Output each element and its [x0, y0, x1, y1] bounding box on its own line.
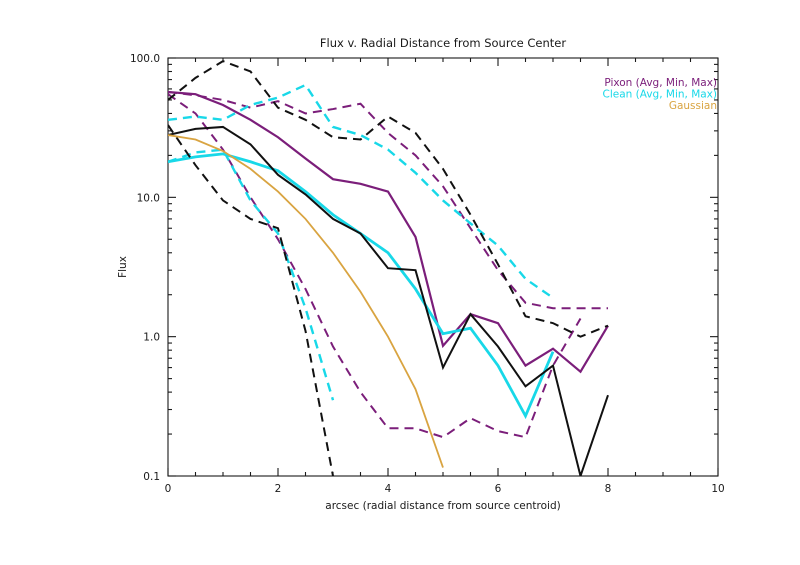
x-tick-label: 10 [711, 483, 724, 495]
legend-entry-2: Gaussian [669, 100, 717, 112]
series-line [168, 90, 609, 374]
series-line [168, 91, 608, 310]
series-line [168, 148, 335, 401]
series-line [168, 125, 609, 476]
y-tick-label: 10.0 [137, 192, 160, 204]
chart-title: Flux v. Radial Distance from Source Cent… [320, 36, 566, 50]
y-axis: 0.1 1.0 10.0 100.0 Flux [117, 53, 718, 483]
series-line [168, 124, 334, 476]
x-tick-label: 6 [495, 483, 502, 495]
y-axis-title: Flux [117, 256, 129, 278]
y-tick-label: 0.1 [143, 471, 160, 483]
legend-entry-0: Pixon (Avg, Min, Max) [604, 77, 717, 89]
x-tick-label: 0 [165, 483, 172, 495]
y-tick-label: 1.0 [143, 332, 160, 344]
series-line [168, 134, 444, 468]
data-series-group [168, 59, 609, 476]
series-line [168, 152, 555, 420]
x-tick-label: 4 [385, 483, 392, 495]
legend: Pixon (Avg, Min, Max)Clean (Avg, Min, Ma… [603, 77, 717, 112]
x-tick-label: 2 [275, 483, 282, 495]
x-axis: 0 2 4 6 8 10 arcsec (radial distance from sour… [165, 58, 725, 512]
x-axis-title: arcsec (radial distance from source cent… [325, 500, 560, 512]
legend-entry-1: Clean (Avg, Min, Max) [603, 89, 717, 101]
series-line [168, 93, 582, 439]
y-tick-label: 100.0 [130, 53, 160, 65]
series-line [168, 83, 554, 299]
x-tick-label: 8 [605, 483, 612, 495]
